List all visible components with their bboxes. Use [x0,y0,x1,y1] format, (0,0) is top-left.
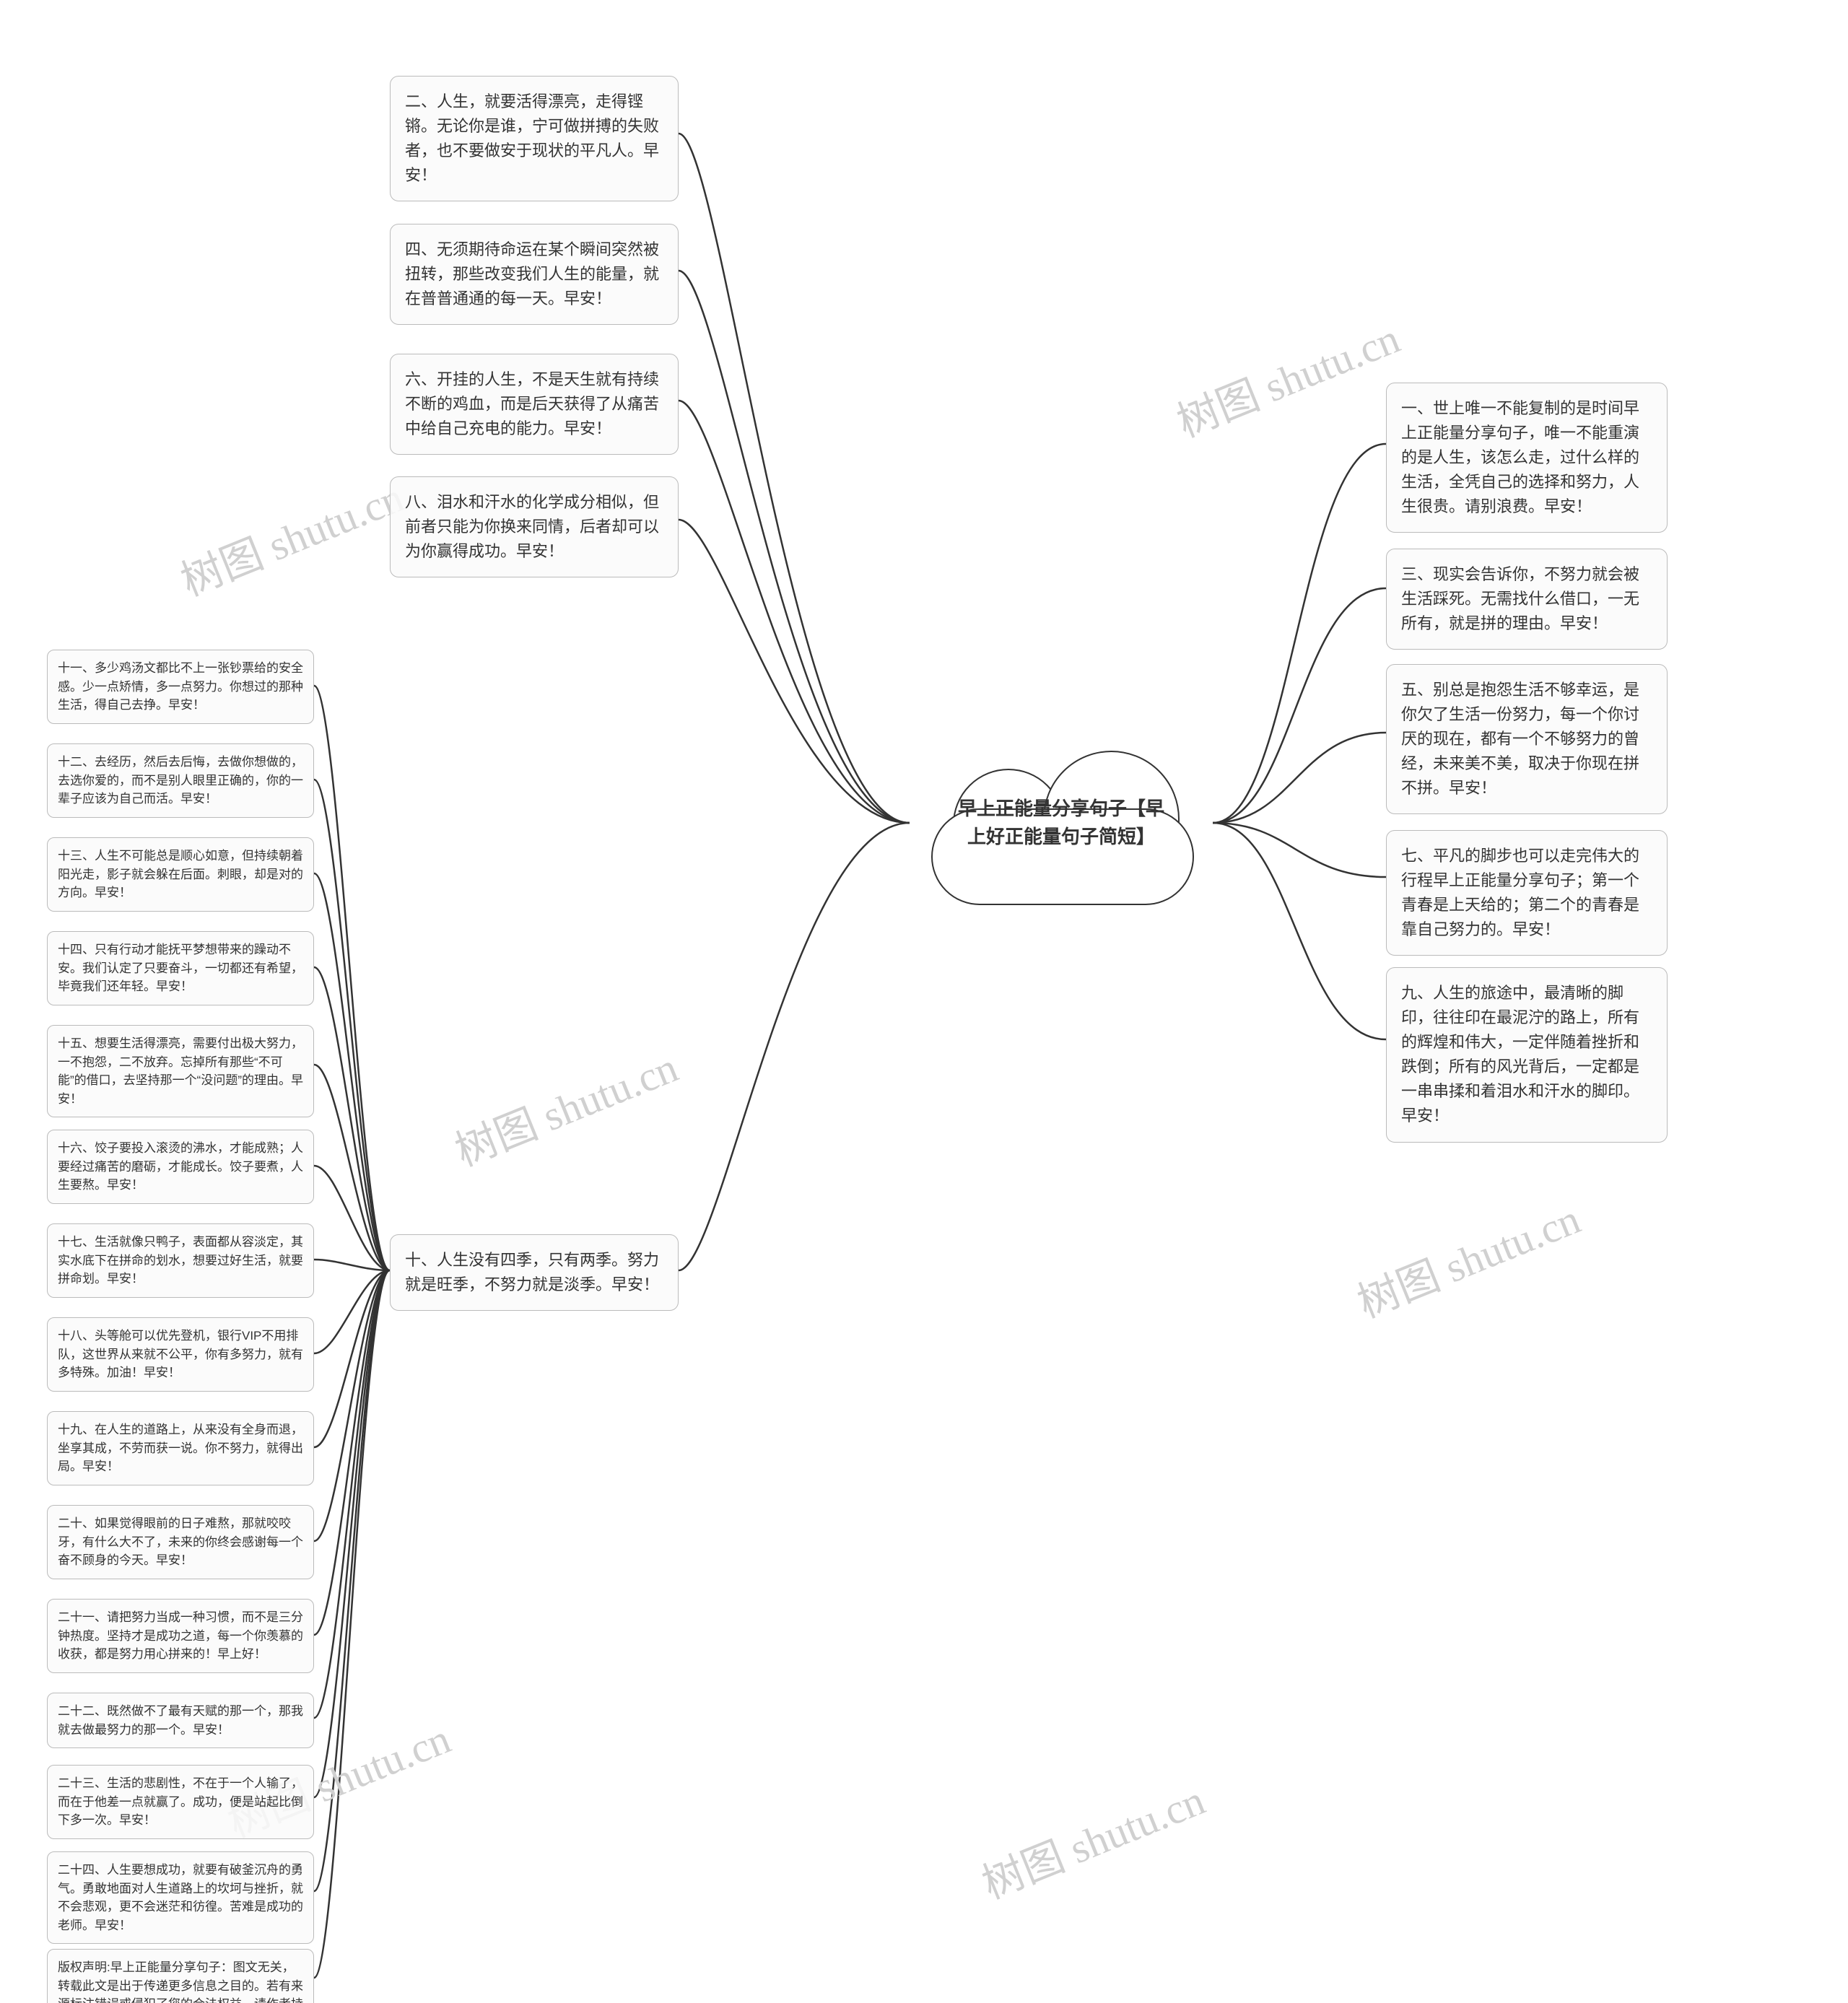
mindmap-node-l6: 六、开挂的人生，不是天生就有持续不断的鸡血，而是后天获得了从痛苦中给自己充电的能… [390,354,679,455]
central-label: 早上正能量分享句子【早上好正能量句子简短】 [910,729,1213,917]
edge [1213,733,1386,823]
mindmap-node-s25: 版权声明:早上正能量分享句子：图文无关，转载此文是出于传递更多信息之目的。若有来… [47,1949,314,2003]
edge [1213,444,1386,823]
mindmap-node-s11: 十一、多少鸡汤文都比不上一张钞票给的安全感。少一点矫情，多一点努力。你想过的那种… [47,650,314,724]
edge [679,401,910,823]
mindmap-node-s17: 十七、生活就像只鸭子，表面都从容淡定，其实水底下在拼命的划水，想要过好生活，就要… [47,1223,314,1298]
mindmap-node-r7: 七、平凡的脚步也可以走完伟大的行程早上正能量分享句子；第一个青春是上天给的；第二… [1386,830,1668,956]
edge [314,967,390,1270]
edge [314,1270,390,1891]
mindmap-node-r9: 九、人生的旅途中，最清晰的脚印，往往印在最泥泞的路上，所有的辉煌和伟大，一定伴随… [1386,967,1668,1143]
edge [314,873,390,1270]
mindmap-node-r5: 五、别总是抱怨生活不够幸运，是你欠了生活一份努力，每一个你讨厌的现在，都有一个不… [1386,664,1668,814]
mindmap-node-s14: 十四、只有行动才能抚平梦想带来的躁动不安。我们认定了只要奋斗，一切都还有希望，毕… [47,931,314,1005]
mindmap-node-s18: 十八、头等舱可以优先登机，银行VIP不用排队，这世界从来就不公平，你有多努力，就… [47,1317,314,1392]
edge [314,1270,390,1635]
edge [1213,823,1386,1039]
edge [314,686,390,1270]
mindmap-node-s16: 十六、饺子要投入滚烫的沸水，才能成熟；人要经过痛苦的磨砺，才能成长。饺子要煮，人… [47,1130,314,1204]
edge [314,1270,390,1718]
mindmap-canvas: 树图 shutu.cn树图 shutu.cn树图 shutu.cn树图 shut… [0,0,1848,2003]
mindmap-node-l10: 十、人生没有四季，只有两季。努力就是旺季，不努力就是淡季。早安！ [390,1234,679,1311]
edge [679,271,910,823]
mindmap-node-s22: 二十二、既然做不了最有天赋的那一个，那我就去做最努力的那一个。早安！ [47,1693,314,1748]
mindmap-node-l2: 二、人生，就要活得漂亮，走得铿锵。无论你是谁，宁可做拼搏的失败者，也不要做安于现… [390,76,679,201]
central-node: 早上正能量分享句子【早上好正能量句子简短】 [910,729,1213,917]
mindmap-node-s21: 二十一、请把努力当成一种习惯，而不是三分钟热度。坚持才是成功之道，每一个你羡慕的… [47,1599,314,1673]
mindmap-node-r3: 三、现实会告诉你，不努力就会被生活踩死。无需找什么借口，一无所有，就是拼的理由。… [1386,549,1668,650]
edge [679,823,910,1270]
mindmap-node-l8: 八、泪水和汗水的化学成分相似，但前者只能为你换来同情，后者却可以为你赢得成功。早… [390,476,679,577]
mindmap-node-s12: 十二、去经历，然后去后悔，去做你想做的，去选你爱的，而不是别人眼里正确的，你的一… [47,743,314,818]
mindmap-node-l4: 四、无须期待命运在某个瞬间突然被扭转，那些改变我们人生的能量，就在普普通通的每一… [390,224,679,325]
edge [314,1270,390,1978]
mindmap-node-s13: 十三、人生不可能总是顺心如意，但持续朝着阳光走，影子就会躲在后面。刺眼，却是对的… [47,837,314,912]
edge [679,134,910,823]
edge [314,1270,390,1797]
mindmap-node-s23: 二十三、生活的悲剧性，不在于一个人输了，而在于他差一点就赢了。成功，便是站起比倒… [47,1765,314,1839]
edge [679,520,910,823]
cloud-shape: 早上正能量分享句子【早上好正能量句子简短】 [910,729,1213,917]
edge [314,780,390,1270]
mindmap-node-s20: 二十、如果觉得眼前的日子难熬，那就咬咬牙，有什么大不了，未来的你终会感谢每一个奋… [47,1505,314,1579]
mindmap-node-s15: 十五、想要生活得漂亮，需要付出极大努力，一不抱怨，二不放弃。忘掉所有那些“不可能… [47,1025,314,1117]
mindmap-node-s24: 二十四、人生要想成功，就要有破釜沉舟的勇气。勇敢地面对人生道路上的坎坷与挫折，就… [47,1851,314,1944]
mindmap-node-s19: 十九、在人生的道路上，从来没有全身而退，坐享其成，不劳而获一说。你不努力，就得出… [47,1411,314,1485]
mindmap-node-r1: 一、世上唯一不能复制的是时间早上正能量分享句子，唯一不能重演的是人生，该怎么走，… [1386,383,1668,533]
